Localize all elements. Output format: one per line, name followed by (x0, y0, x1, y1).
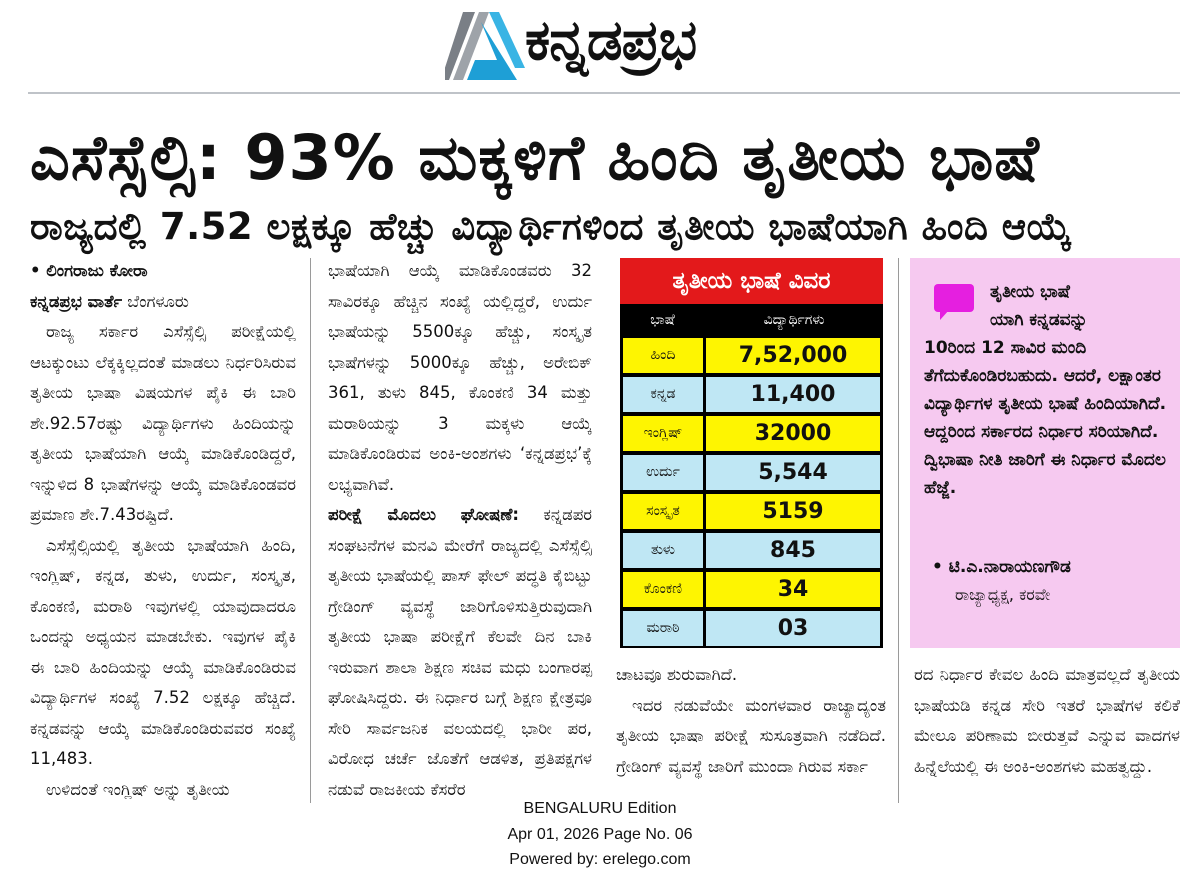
third-language-table: ತೃತೀಯ ಭಾಷೆ ವಿವರ ಭಾಷೆ ವಿದ್ಯಾರ್ಥಿಗಳು ಹಿಂದಿ… (620, 258, 883, 648)
table-row: ತುಳು 845 (620, 531, 883, 570)
article-paragraph: ಉಳಿದಂತೆ ಇಂಗ್ಲಿಷ್ ಅನ್ನು ತೃತೀಯ (46, 779, 230, 799)
byline-source: ಕನ್ನಡಪ್ರಭ ವಾರ್ತೆ ಬೆಂಗಳೂರು (30, 287, 296, 318)
article-paragraph: ರದ ನಿರ್ಧಾರ ಕೇವಲ ಹಿಂದಿ ಮಾತ್ರವಲ್ಲದೆ ತೃತೀಯ … (914, 665, 1180, 776)
table-row: ಸಂಸ್ಕೃತ 5159 (620, 492, 883, 531)
kannadaprabha-logo-icon (445, 12, 525, 80)
subheadline: ರಾಜ್ಯದಲ್ಲಿ 7.52 ಲಕ್ಷಕ್ಕೂ ಹೆಚ್ಚು ವಿದ್ಯಾರ್… (30, 205, 1072, 248)
quote-author: • ಟಿ.ಎ.ನಾರಾಯಣಗೌಡ (932, 557, 1071, 577)
speech-bubble-tail (940, 310, 949, 320)
column-divider (310, 258, 311, 803)
article-paragraph: ಇದರ ನಡುವೆಯೇ ಮಂಗಳವಾರ ರಾಜ್ಯಾದ್ಯಂತ ತೃತೀಯ ಭಾ… (616, 695, 886, 776)
table-cell-language: ಕೊಂಕಣಿ (623, 572, 703, 607)
table-header: ಭಾಷೆ ವಿದ್ಯಾರ್ಥಿಗಳು (620, 304, 883, 336)
byline-place: ಬೆಂಗಳೂರು (122, 291, 189, 311)
table-row: ಉರ್ದು 5,544 (620, 453, 883, 492)
table-title: ತೃತೀಯ ಭಾಷೆ ವಿವರ (620, 258, 883, 304)
footer-edition: BENGALURU Edition (523, 800, 677, 817)
footer-powered-by: Powered by: erelego.com (509, 851, 691, 868)
table-cell-language: ಸಂಸ್ಕೃತ (623, 494, 703, 529)
quote-body: 10ರಿಂದ 12 ಸಾವಿರ ಮಂದಿ ತೆಗೆದುಕೊಂಡಿರಬಹುದು. … (924, 338, 1167, 498)
table-cell-students: 7,52,000 (706, 338, 880, 373)
column-divider (898, 258, 899, 803)
article-paragraph: ಪರೀಕ್ಷೆ ಮೊದಲು ಘೋಷಣೆ: ಕನ್ನಡಪರ ಸಂಘಟನೆಗಳ ಮನ… (328, 500, 592, 805)
column-4: ರದ ನಿರ್ಧಾರ ಕೇವಲ ಹಿಂದಿ ಮಾತ್ರವಲ್ಲದೆ ತೃತೀಯ … (914, 660, 1180, 782)
quote-author-role: ರಾಜ್ಯಾಧ್ಯಕ್ಷ, ಕರವೇ (955, 585, 1051, 604)
quote-box (910, 258, 1180, 648)
table-cell-students: 11,400 (706, 377, 880, 412)
masthead-title: ಕನ್ನಡಪ್ರಭ (525, 8, 697, 73)
column-1: • ಲಿಂಗರಾಜು ಕೋರಾ ಕನ್ನಡಪ್ರಭ ವಾರ್ತೆ ಬೆಂಗಳೂರ… (30, 256, 296, 805)
footer-date-page: Apr 01, 2026 Page No. 06 (507, 826, 693, 843)
table-cell-students: 5159 (706, 494, 880, 529)
quote-line: ಯಾಗಿ ಕನ್ನಡವನ್ನು (990, 310, 1088, 330)
table-row: ಮರಾಠಿ 03 (620, 609, 883, 648)
article-paragraph-text: ಕನ್ನಡಪರ ಸಂಘಟನೆಗಳ ಮನವಿ ಮೇರೆಗೆ ರಾಜ್ಯದಲ್ಲಿ … (328, 505, 593, 799)
article-paragraph: ಎಸೆಸ್ಸೆಲ್ಸಿಯಲ್ಲಿ ತೃತೀಯ ಭಾಷೆಯಾಗಿ ಹಿಂದಿ, ಇ… (30, 535, 296, 769)
table-cell-students: 32000 (706, 416, 880, 451)
article-paragraph: ರಾಜ್ಯ ಸರ್ಕಾರ ಎಸೆಸ್ಸೆಲ್ಸಿ ಪರೀಕ್ಷೆಯಲ್ಲಿ ಆಟ… (30, 322, 296, 524)
quote-line: ತೃತೀಯ ಭಾಷೆ (990, 282, 1070, 302)
byline-source-name: ಕನ್ನಡಪ್ರಭ ವಾರ್ತೆ (30, 291, 123, 311)
table-cell-language: ಉರ್ದು (623, 455, 703, 490)
table-cell-language: ಹಿಂದಿ (623, 338, 703, 373)
table-cell-students: 845 (706, 533, 880, 568)
table-cell-students: 34 (706, 572, 880, 607)
headline: ಎಸೆಸ್ಸೆಲ್ಸಿ: 93% ಮಕ್ಕಳಿಗೆ ಹಿಂದಿ ತೃತೀಯ ಭಾ… (30, 121, 1040, 194)
table-header-students: ವಿದ್ಯಾರ್ಥಿಗಳು (763, 312, 825, 328)
table-cell-language: ಮರಾಠಿ (623, 611, 703, 646)
table-row: ಕನ್ನಡ 11,400 (620, 375, 883, 414)
speech-bubble-icon (934, 284, 974, 312)
table-header-language: ಭಾಷೆ (650, 312, 675, 328)
table-row: ಹಿಂದಿ 7,52,000 (620, 336, 883, 375)
column-2: ಭಾಷೆಯಾಗಿ ಆಯ್ಕೆ ಮಾಡಿಕೊಂಡವರು 32 ಸಾವಿರಕ್ಕೂ … (328, 256, 592, 805)
table-cell-students: 5,544 (706, 455, 880, 490)
table-row: ಇಂಗ್ಲಿಷ್ 32000 (620, 414, 883, 453)
article-paragraph: ಚಾಟವೂ ಶುರುವಾಗಿದೆ. (616, 665, 738, 684)
column-3: ಚಾಟವೂ ಶುರುವಾಗಿದೆ. ಇದರ ನಡುವೆಯೇ ಮಂಗಳವಾರ ರಾ… (616, 660, 886, 782)
masthead-rule (28, 92, 1180, 94)
table-cell-language: ಕನ್ನಡ (623, 377, 703, 412)
article-paragraph: ಭಾಷೆಯಾಗಿ ಆಯ್ಕೆ ಮಾಡಿಕೊಂಡವರು 32 ಸಾವಿರಕ್ಕೂ … (328, 261, 592, 494)
table-cell-language: ಇಂಗ್ಲಿಷ್ (623, 416, 703, 451)
table-cell-language: ತುಳು (623, 533, 703, 568)
article-subhead: ಪರೀಕ್ಷೆ ಮೊದಲು ಘೋಷಣೆ: (328, 505, 519, 524)
table-cell-students: 03 (706, 611, 880, 646)
byline-author: • ಲಿಂಗರಾಜು ಕೋರಾ (30, 261, 148, 280)
table-row: ಕೊಂಕಣಿ 34 (620, 570, 883, 609)
quote-text: ತೃತೀಯ ಭಾಷೆ ಯಾಗಿ ಕನ್ನಡವನ್ನು 10ರಿಂದ 12 ಸಾವ… (924, 278, 1170, 502)
